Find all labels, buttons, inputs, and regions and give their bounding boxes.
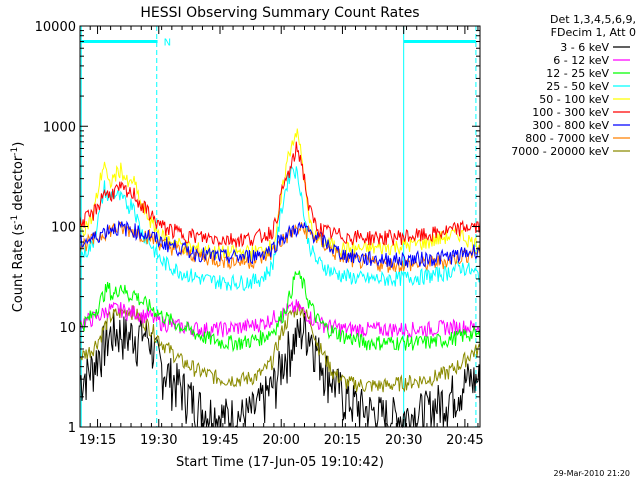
y-tick-label: 100 bbox=[51, 221, 76, 236]
flag-label-n: N bbox=[164, 38, 171, 49]
y-label-sup1: -1 bbox=[10, 215, 20, 224]
series-line bbox=[79, 220, 481, 269]
y-tick-label: 1 bbox=[68, 421, 76, 436]
series-line bbox=[79, 141, 481, 248]
legend-entry-label: 12 - 25 keV bbox=[546, 67, 609, 80]
legend-entry-label: 7000 - 20000 keV bbox=[511, 145, 609, 158]
series-line bbox=[79, 221, 481, 273]
y-axis-label: Count Rate (s-1 detector-1) bbox=[10, 142, 26, 313]
x-axis-label: Start Time (17-Jun-05 19:10:42) bbox=[176, 455, 384, 470]
axes: 19:15 19:30 19:45 20:00 20:15 20:30 20:45 1 10 10… bbox=[35, 20, 484, 448]
x-tick-label: 19:30 bbox=[140, 433, 177, 448]
legend-entry-label: 800 - 7000 keV bbox=[525, 132, 609, 145]
legend: Det 1,3,4,5,6,9,FDecim 1, Att 0 3 - 6 keV… bbox=[511, 13, 636, 158]
y-tick-label: 1000 bbox=[43, 120, 76, 135]
x-tick-label: 20:00 bbox=[262, 433, 299, 448]
series-line bbox=[79, 270, 481, 353]
footer-date: 29-Mar-2010 21:20 bbox=[554, 469, 631, 478]
legend-entry-label: 25 - 50 keV bbox=[546, 80, 609, 93]
y-label-end: ) bbox=[11, 142, 26, 147]
y-label-part1: Count Rate (s bbox=[11, 224, 26, 313]
legend-entry-label: 3 - 6 keV bbox=[560, 41, 609, 54]
legend-entry-label: 300 - 800 keV bbox=[532, 119, 609, 132]
plot-area: N bbox=[79, 26, 481, 429]
y-label-sup2: -1 bbox=[10, 147, 20, 156]
series-line bbox=[79, 311, 481, 429]
legend-entry-label: 50 - 100 keV bbox=[539, 93, 609, 106]
y-tick-label: 10 bbox=[59, 321, 76, 336]
x-tick-label: 19:45 bbox=[201, 433, 238, 448]
legend-header: FDecim 1, Att 0 bbox=[551, 26, 636, 39]
x-tick-label: 20:45 bbox=[446, 433, 483, 448]
x-tick-label: 19:15 bbox=[79, 433, 116, 448]
y-tick-label: 10000 bbox=[35, 20, 76, 35]
x-tick-label: 20:15 bbox=[324, 433, 361, 448]
series-line bbox=[79, 164, 481, 292]
x-tick-label: 20:30 bbox=[385, 433, 422, 448]
legend-entry-label: 100 - 300 keV bbox=[532, 106, 609, 119]
legend-entry-label: 6 - 12 keV bbox=[553, 54, 609, 67]
legend-header: Det 1,3,4,5,6,9, bbox=[550, 13, 636, 26]
y-label-part2: detector bbox=[11, 155, 26, 215]
chart-title: HESSI Observing Summary Count Rates bbox=[140, 5, 419, 21]
